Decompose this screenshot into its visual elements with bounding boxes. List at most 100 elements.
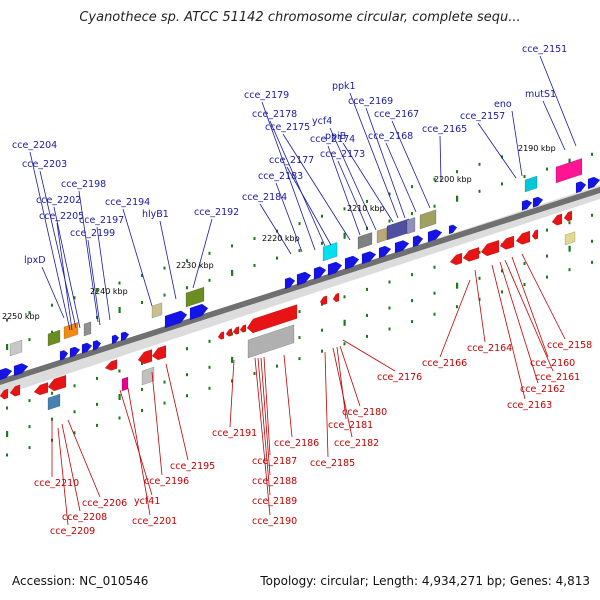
reverse-gene-arrow: [319, 295, 328, 306]
tick-mark: [141, 274, 143, 277]
accession-text: Accession: NC_010546: [12, 574, 149, 588]
forward-leader-line: [78, 190, 99, 323]
forward-leader-line: [56, 222, 73, 331]
forward-gene-label: cce_2168: [368, 131, 413, 142]
tick-mark: [411, 320, 413, 324]
reverse-gene-arrow: [480, 239, 500, 257]
feature-box: [141, 366, 155, 386]
feature-box: [121, 376, 129, 392]
reverse-gene-arrow: [499, 235, 515, 250]
backbone-layer: [0, 185, 600, 396]
tick-mark: [51, 330, 53, 334]
reverse-leader-line: [151, 371, 163, 476]
reverse-gene-arrow: [332, 292, 340, 303]
forward-leader-line: [159, 220, 177, 300]
reverse-gene-label: cce_2190: [252, 516, 297, 527]
forward-gene-label: lpxD: [24, 255, 46, 266]
gene-layer: [0, 158, 600, 411]
reverse-gene-label: cce_2166: [422, 358, 467, 369]
tick-mark: [6, 344, 9, 350]
reverse-leader-line: [257, 357, 271, 496]
tick-mark: [388, 280, 391, 284]
reverse-leader-line: [61, 423, 81, 512]
forward-gene-arrow: [81, 342, 93, 354]
tick-mark: [28, 399, 31, 403]
tick-mark: [298, 357, 301, 361]
tick-mark: [276, 256, 278, 260]
feature-box: [47, 329, 61, 347]
reverse-gene-arrow: [551, 213, 563, 226]
tick-mark: [523, 175, 526, 178]
reverse-gene-label: cce_2181: [328, 420, 373, 431]
forward-gene-arrow: [296, 271, 312, 286]
tick-mark: [478, 297, 481, 301]
tick-mark: [28, 311, 31, 315]
tick-mark: [523, 283, 526, 286]
tick-mark: [546, 167, 548, 171]
tick-mark: [591, 213, 593, 217]
tick-mark: [366, 199, 368, 203]
reverse-leader-line: [339, 345, 361, 407]
reverse-gene-arrow: [0, 388, 9, 400]
tick-mark: [478, 250, 481, 254]
forward-gene-label: cce_2174: [310, 134, 355, 145]
forward-leader-line: [259, 203, 292, 255]
tick-mark: [298, 249, 301, 253]
tick-mark: [298, 310, 301, 314]
tick-mark: [208, 365, 211, 369]
forward-gene-arrow: [111, 334, 120, 345]
forward-leader-line: [41, 266, 65, 319]
reverse-gene-arrow: [515, 230, 531, 245]
tick-mark: [388, 219, 391, 223]
reverse-gene-arrow: [47, 374, 67, 392]
tick-mark: [411, 212, 413, 216]
tick-mark: [433, 177, 436, 181]
feature-box: [376, 227, 388, 244]
tick-mark: [366, 334, 368, 338]
tick-mark: [141, 362, 143, 365]
reverse-gene-label: cce_2210: [34, 478, 79, 489]
forward-leader-line: [542, 100, 566, 151]
forward-leader-line: [286, 166, 332, 246]
tick-mark: [366, 287, 368, 291]
tick-mark: [73, 296, 76, 300]
forward-leader-line: [39, 170, 77, 329]
forward-gene-arrow: [189, 303, 209, 321]
forward-gene-label: cce_2151: [522, 44, 567, 55]
forward-leader-line: [53, 206, 81, 329]
tick-mark: [411, 185, 413, 189]
feature-box: [524, 175, 538, 193]
forward-gene-label: cce_2183: [258, 171, 303, 182]
reverse-leader-line: [504, 259, 554, 372]
tick-mark: [186, 394, 188, 398]
reverse-gene-arrow: [33, 382, 49, 396]
reverse-gene-label: cce_2189: [252, 496, 297, 507]
reverse-gene-label: cce_2195: [170, 461, 215, 472]
forward-leader-line: [29, 151, 71, 331]
reverse-gene-label: cce_2196: [144, 476, 189, 487]
reverse-gene-label: cce_2161: [535, 372, 580, 383]
forward-leader-line: [439, 135, 442, 183]
tick-mark: [321, 241, 323, 245]
forward-leader-line: [96, 226, 111, 321]
forward-leader-line: [337, 160, 369, 231]
tick-mark: [163, 293, 166, 297]
tick-mark: [388, 327, 391, 331]
feature-box: [564, 231, 576, 246]
tick-mark: [298, 222, 301, 226]
tick-mark: [546, 228, 548, 232]
tick-mark: [118, 369, 121, 373]
forward-leader-line: [349, 92, 399, 219]
reverse-gene-label: cce_2208: [62, 512, 107, 523]
tick-mark: [141, 388, 143, 391]
reverse-gene-arrow: [104, 359, 118, 371]
forward-gene-arrow: [521, 199, 533, 211]
reverse-leader-line: [165, 363, 189, 461]
forward-gene-label: eno: [494, 99, 512, 110]
forward-gene-arrow: [575, 181, 587, 194]
forward-gene-label: cce_2192: [194, 207, 239, 218]
tick-mark: [96, 423, 98, 427]
reverse-leader-line: [260, 357, 271, 476]
tick-mark: [163, 266, 166, 270]
